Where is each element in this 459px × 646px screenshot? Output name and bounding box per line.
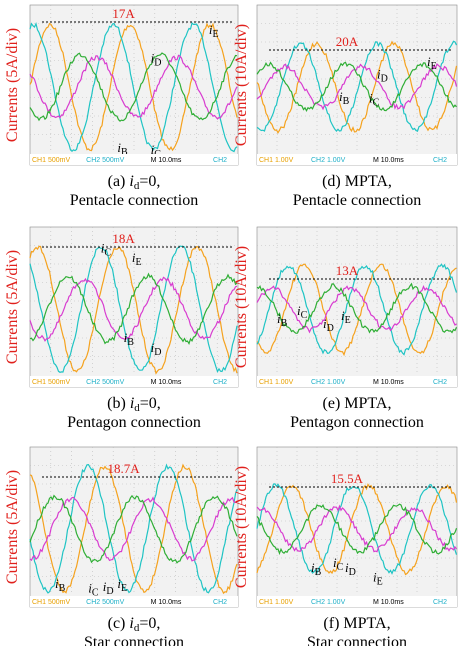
y-axis-label: Currents (10A/div) [233,24,250,146]
caption-line: (f) MPTA, [323,615,390,632]
peak-label: 18.7A [108,461,141,476]
caption-line: (a) id=0, [108,173,161,192]
caption-line: Pentagon connection [290,414,424,431]
phase-subscript: D [106,586,113,597]
scope-footer-text: CH1 500mV [32,157,70,164]
caption-part: (e) MPTA, [323,395,392,412]
phase-subscript: B [127,337,134,348]
scope-footer-text: CH1 1.00V [259,157,294,164]
phase-subscript: D [349,567,356,578]
phase-subscript: C [104,248,111,259]
y-axis-label: Currents (10A/div) [233,466,250,588]
peak-label: 17A [112,6,135,21]
scope-footer-text: CH1 500mV [32,379,70,386]
peak-label: 13A [336,263,359,278]
scope-footer-text: CH2 [213,599,227,606]
scope-footer-text: CH1 1.00V [259,379,294,386]
figure: 17AiEiDiBiCCH1 500mVCH2 500mVM 10.0msCH2… [0,0,459,646]
phase-subscript: D [154,58,161,69]
scope-footer-text: CH2 1.00V [311,599,346,606]
scope-panel: 18.7AiBiCiDiECH1 500mVCH2 500mVM 10.0msC… [4,447,238,646]
peak-label: 20A [336,34,359,49]
scope-footer-text: CH2 1.00V [311,379,346,386]
peak-label: 15.5A [331,471,364,486]
caption-part: (b) [107,395,130,412]
caption-line: Star connection [84,634,184,646]
phase-subscript: B [281,318,288,329]
scope-footer-text: M 10.0ms [373,599,404,606]
phase-subscript: D [154,347,161,358]
scope-footer-text: M 10.0ms [151,379,182,386]
peak-label: 18A [112,231,135,246]
scope-footer-text: CH2 500mV [86,599,124,606]
phase-subscript: D [327,323,334,334]
phase-subscript: C [337,562,344,573]
caption-part: (d) MPTA, [322,173,392,190]
caption-line: Pentagon connection [67,414,201,431]
phase-subscript: B [59,583,66,594]
caption-line: (c) id=0, [108,615,161,634]
scope-panel: 18AiCiEiBiDCH1 500mVCH2 500mVM 10.0msCH2… [4,227,238,431]
caption-part: =0, [139,173,160,190]
scope-footer-text: CH2 [213,157,227,164]
caption-line: Star connection [307,634,407,646]
phase-subscript: E [121,583,127,594]
scope-footer-text: M 10.0ms [151,599,182,606]
phase-subscript: D [381,74,388,85]
phase-subscript: C [373,98,380,109]
scope-footer-text: CH2 [433,157,447,164]
scope-footer-text: CH2 [433,379,447,386]
scope-footer-text: M 10.0ms [151,157,182,164]
y-axis-label: Currents (5A/div) [4,470,21,584]
phase-subscript: B [315,567,322,578]
caption-line: (e) MPTA, [323,395,392,412]
caption-line: Pentacle connection [70,192,198,209]
scope-footer-text: CH2 [433,599,447,606]
scope-footer-text: M 10.0ms [373,157,404,164]
caption-part: =0, [140,395,161,412]
caption-line: (d) MPTA, [322,173,392,190]
scope-footer-text: CH2 500mV [86,157,124,164]
caption-line: (b) id=0, [107,395,161,414]
caption-part: (f) MPTA, [323,615,390,632]
scope-footer-text: CH1 500mV [32,599,70,606]
scope-footer-text: CH2 1.00V [311,157,346,164]
caption-part: (a) [108,173,130,190]
phase-subscript: E [136,257,142,268]
caption-line: Pentacle connection [293,192,421,209]
scope-footer-text: M 10.0ms [373,379,404,386]
scope-footer-text: CH2 [213,379,227,386]
scope-panel: 15.5AiBiCiDiECH1 1.00VCH2 1.00VM 10.0msC… [233,447,457,646]
y-axis-label: Currents (5A/div) [4,28,21,142]
phase-subscript: C [301,310,308,321]
phase-subscript: E [213,29,219,40]
phase-subscript: E [345,315,351,326]
caption-part: (c) [108,615,130,632]
phase-subscript: B [343,96,350,107]
caption-part: =0, [139,615,160,632]
phase-subscript: E [431,61,437,72]
scope-footer-text: CH1 1.00V [259,599,294,606]
y-axis-label: Currents (5A/div) [4,250,21,364]
scope-footer-text: CH2 500mV [86,379,124,386]
phase-subscript: E [377,576,383,587]
y-axis-label: Currents (10A/div) [233,246,250,368]
